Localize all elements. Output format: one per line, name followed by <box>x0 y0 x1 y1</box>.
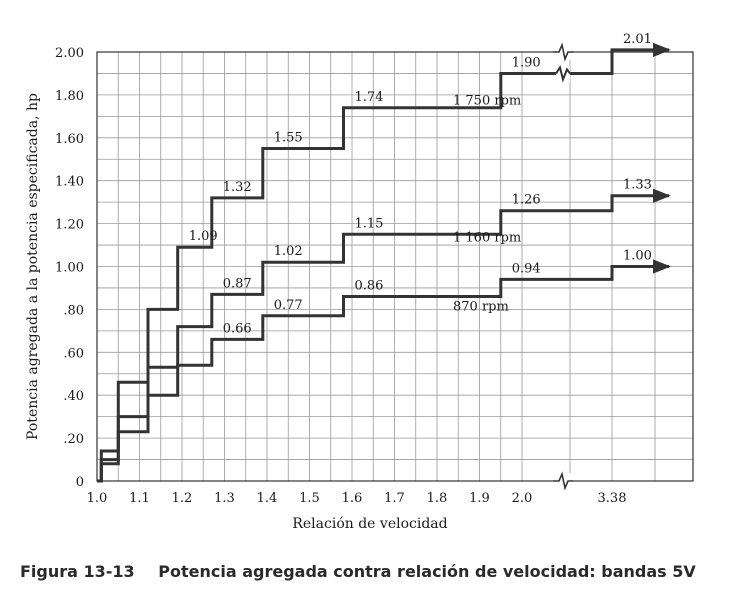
data-label: 1.55 <box>274 131 303 146</box>
x-tick-label: 1.4 <box>257 491 278 506</box>
data-label: 1.00 <box>623 249 652 264</box>
y-tick-label: .60 <box>63 346 84 361</box>
y-tick-label: 1.20 <box>55 218 84 233</box>
tick-labels: 0 .20 .40 .60 .80 1.00 1.20 1.40 1.60 1.80 2.00 1.0… <box>55 46 626 506</box>
data-label: 1.33 <box>623 178 652 193</box>
axis-labels: Relación de velocidad Potencia agregada a… <box>25 93 448 532</box>
x-tick-label: 1.3 <box>214 491 235 506</box>
data-label: 0.66 <box>223 321 252 336</box>
data-label: 0.94 <box>512 261 541 276</box>
x-axis-label: Relación de velocidad <box>292 516 447 532</box>
series-line <box>97 259 671 483</box>
y-tick-label: .40 <box>63 389 84 404</box>
data-labels: 1 750 rpm 1 160 rpm 870 rpm 1.09 1.32 1.55 1.7… <box>189 32 652 337</box>
data-label: 1.74 <box>355 90 384 105</box>
data-label: 1.90 <box>512 55 541 70</box>
x-tick-label: 1.7 <box>384 491 405 506</box>
y-tick-label: .80 <box>63 303 84 318</box>
y-tick-label: 0 <box>76 475 84 490</box>
x-tick-label: 1.1 <box>129 491 150 506</box>
data-label: 1.32 <box>223 180 252 195</box>
data-label: 1.02 <box>274 244 303 259</box>
figure-number: Figura 13-13 <box>20 562 135 581</box>
x-tick-label: 1.2 <box>172 491 193 506</box>
data-label: 1.26 <box>512 193 541 208</box>
x-tick-label: 1.6 <box>342 491 363 506</box>
y-tick-label: 1.80 <box>55 89 84 104</box>
data-label: 2.01 <box>623 32 652 47</box>
data-label: 1.09 <box>189 229 218 244</box>
y-tick-label: .20 <box>63 432 84 447</box>
data-label: 0.77 <box>274 298 303 313</box>
x-tick-label: 2.0 <box>512 491 533 506</box>
grid <box>96 51 693 482</box>
line-break-mark <box>555 65 571 83</box>
plot-border <box>96 51 694 482</box>
y-axis-label: Potencia agregada a la potencia especifi… <box>25 93 41 440</box>
y-tick-label: 2.00 <box>55 46 84 61</box>
y-tick-label: 1.60 <box>55 132 84 147</box>
y-tick-label: 1.00 <box>55 261 84 276</box>
series-layer <box>97 42 671 483</box>
y-tick-label: 1.40 <box>55 175 84 190</box>
axis-break-mark <box>553 471 573 491</box>
figure-caption: Figura 13-13 Potencia agregada contra re… <box>20 562 730 588</box>
series-name-label: 1 750 rpm <box>453 93 521 108</box>
axis-break-mark <box>553 42 573 62</box>
data-label: 0.86 <box>355 279 384 294</box>
x-tick-label: 1.9 <box>469 491 490 506</box>
x-tick-label: 1.5 <box>299 491 320 506</box>
data-label: 1.15 <box>355 216 384 231</box>
x-tick-label: 1.0 <box>87 491 108 506</box>
figure-title: Potencia agregada contra relación de vel… <box>158 562 696 581</box>
x-tick-label: 1.8 <box>427 491 448 506</box>
chart: 1 750 rpm 1 160 rpm 870 rpm 1.09 1.32 1.55 1.7… <box>25 32 694 532</box>
data-label: 0.87 <box>223 276 252 291</box>
series-name-label: 870 rpm <box>453 299 509 314</box>
series-name-label: 1 160 rpm <box>453 231 521 246</box>
plot-frame <box>96 42 694 491</box>
x-tick-label: 3.38 <box>598 491 627 506</box>
